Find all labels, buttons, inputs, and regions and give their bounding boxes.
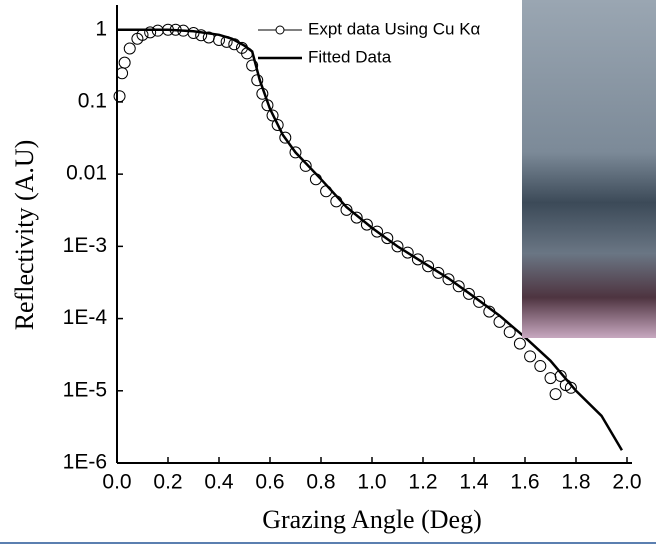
photo-overlay [522,0,656,338]
data-point [360,218,373,231]
y-tick-label: 1 [95,17,107,40]
data-point [116,67,129,80]
legend-marker [275,25,285,35]
data-point [462,287,475,300]
data-point [118,56,131,69]
x-tick-label: 1.4 [459,471,489,494]
data-point [391,240,404,253]
x-tick-label: 1.2 [408,471,437,494]
data-point [422,260,435,273]
x-tick-label: 0.6 [255,471,284,494]
data-point [432,266,445,279]
data-point [473,295,486,308]
data-point [144,26,157,39]
data-point [123,42,136,55]
data-point [371,225,384,238]
legend-label: Expt data Using Cu Kα [308,19,481,38]
legend-label: Fitted Data [308,47,392,66]
data-point [554,370,567,383]
y-tick-label: 1E-4 [63,306,108,329]
data-point [513,337,526,350]
y-tick-label: 0.01 [66,162,107,185]
x-tick-label: 1.0 [357,471,386,494]
data-point [452,280,465,293]
x-tick-label: 0.4 [204,471,234,494]
data-point [544,372,557,385]
x-tick-label: 1.6 [510,471,539,494]
x-tick-label: 0.2 [153,471,182,494]
data-point [340,203,353,216]
data-point [534,360,547,373]
data-point [381,232,394,245]
data-point [549,388,562,401]
data-point [442,273,455,286]
x-tick-label: 0.0 [102,471,131,494]
data-point [271,118,284,131]
y-tick-label: 1E-5 [63,378,107,401]
x-axis-title: Grazing Angle (Deg) [262,505,481,534]
data-point [401,246,414,259]
data-point [113,90,126,103]
data-point [246,59,259,72]
y-tick-label: 1E-6 [63,451,107,474]
data-point [279,131,292,144]
data-point [524,350,537,363]
data-point [299,159,312,172]
data-point [350,211,363,224]
y-axis-title: Reflectivity (A.U) [10,140,39,331]
data-point [289,146,302,159]
y-tick-label: 1E-3 [63,234,107,257]
data-point [564,381,577,394]
x-tick-label: 2.0 [612,471,641,494]
data-point [503,326,516,339]
y-tick-label: 0.1 [78,89,107,112]
data-point [411,253,424,266]
x-tick-label: 0.8 [306,471,335,494]
data-point [266,109,279,122]
x-tick-label: 1.8 [561,471,590,494]
data-point [195,29,208,42]
